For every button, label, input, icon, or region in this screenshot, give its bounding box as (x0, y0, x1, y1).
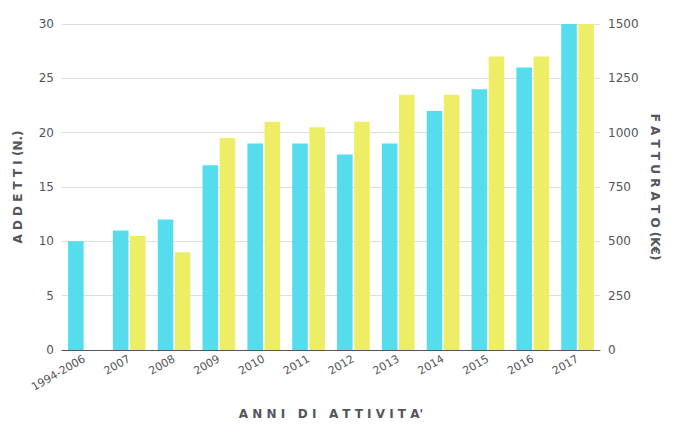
svg-text:500: 500 (608, 234, 631, 248)
svg-text:2007: 2007 (102, 352, 133, 377)
svg-text:2010: 2010 (236, 352, 267, 377)
svg-text:1250: 1250 (608, 71, 639, 85)
svg-text:1000: 1000 (608, 126, 639, 140)
svg-text:A D D E T T I (N.): A D D E T T I (N.) (11, 130, 25, 243)
svg-text:A N N I D I A T T I V I T: A N N I D I A T T I V I T A' (239, 407, 423, 421)
svg-text:2009: 2009 (191, 352, 222, 377)
svg-text:1500: 1500 (608, 17, 639, 31)
svg-text:2015: 2015 (460, 352, 491, 377)
svg-text:0: 0 (46, 343, 54, 357)
svg-text:2014: 2014 (416, 352, 447, 377)
svg-text:2012: 2012 (326, 352, 357, 377)
svg-text:2016: 2016 (505, 352, 536, 377)
svg-text:30: 30 (39, 17, 54, 31)
svg-text:2011: 2011 (281, 352, 312, 377)
svg-text:F A T T U R A T O (K€): F A T T U R A T O (K€) (648, 114, 662, 261)
svg-text:1994-2006: 1994-2006 (29, 352, 87, 393)
svg-text:250: 250 (608, 289, 631, 303)
svg-text:2008: 2008 (147, 352, 178, 377)
svg-text:2013: 2013 (371, 352, 402, 377)
svg-text:0: 0 (608, 343, 616, 357)
svg-text:25: 25 (39, 71, 54, 85)
svg-text:20: 20 (39, 126, 54, 140)
svg-text:10: 10 (39, 234, 54, 248)
svg-text:5: 5 (46, 289, 54, 303)
svg-text:750: 750 (608, 180, 631, 194)
svg-text:2017: 2017 (550, 352, 581, 377)
svg-text:15: 15 (39, 180, 54, 194)
